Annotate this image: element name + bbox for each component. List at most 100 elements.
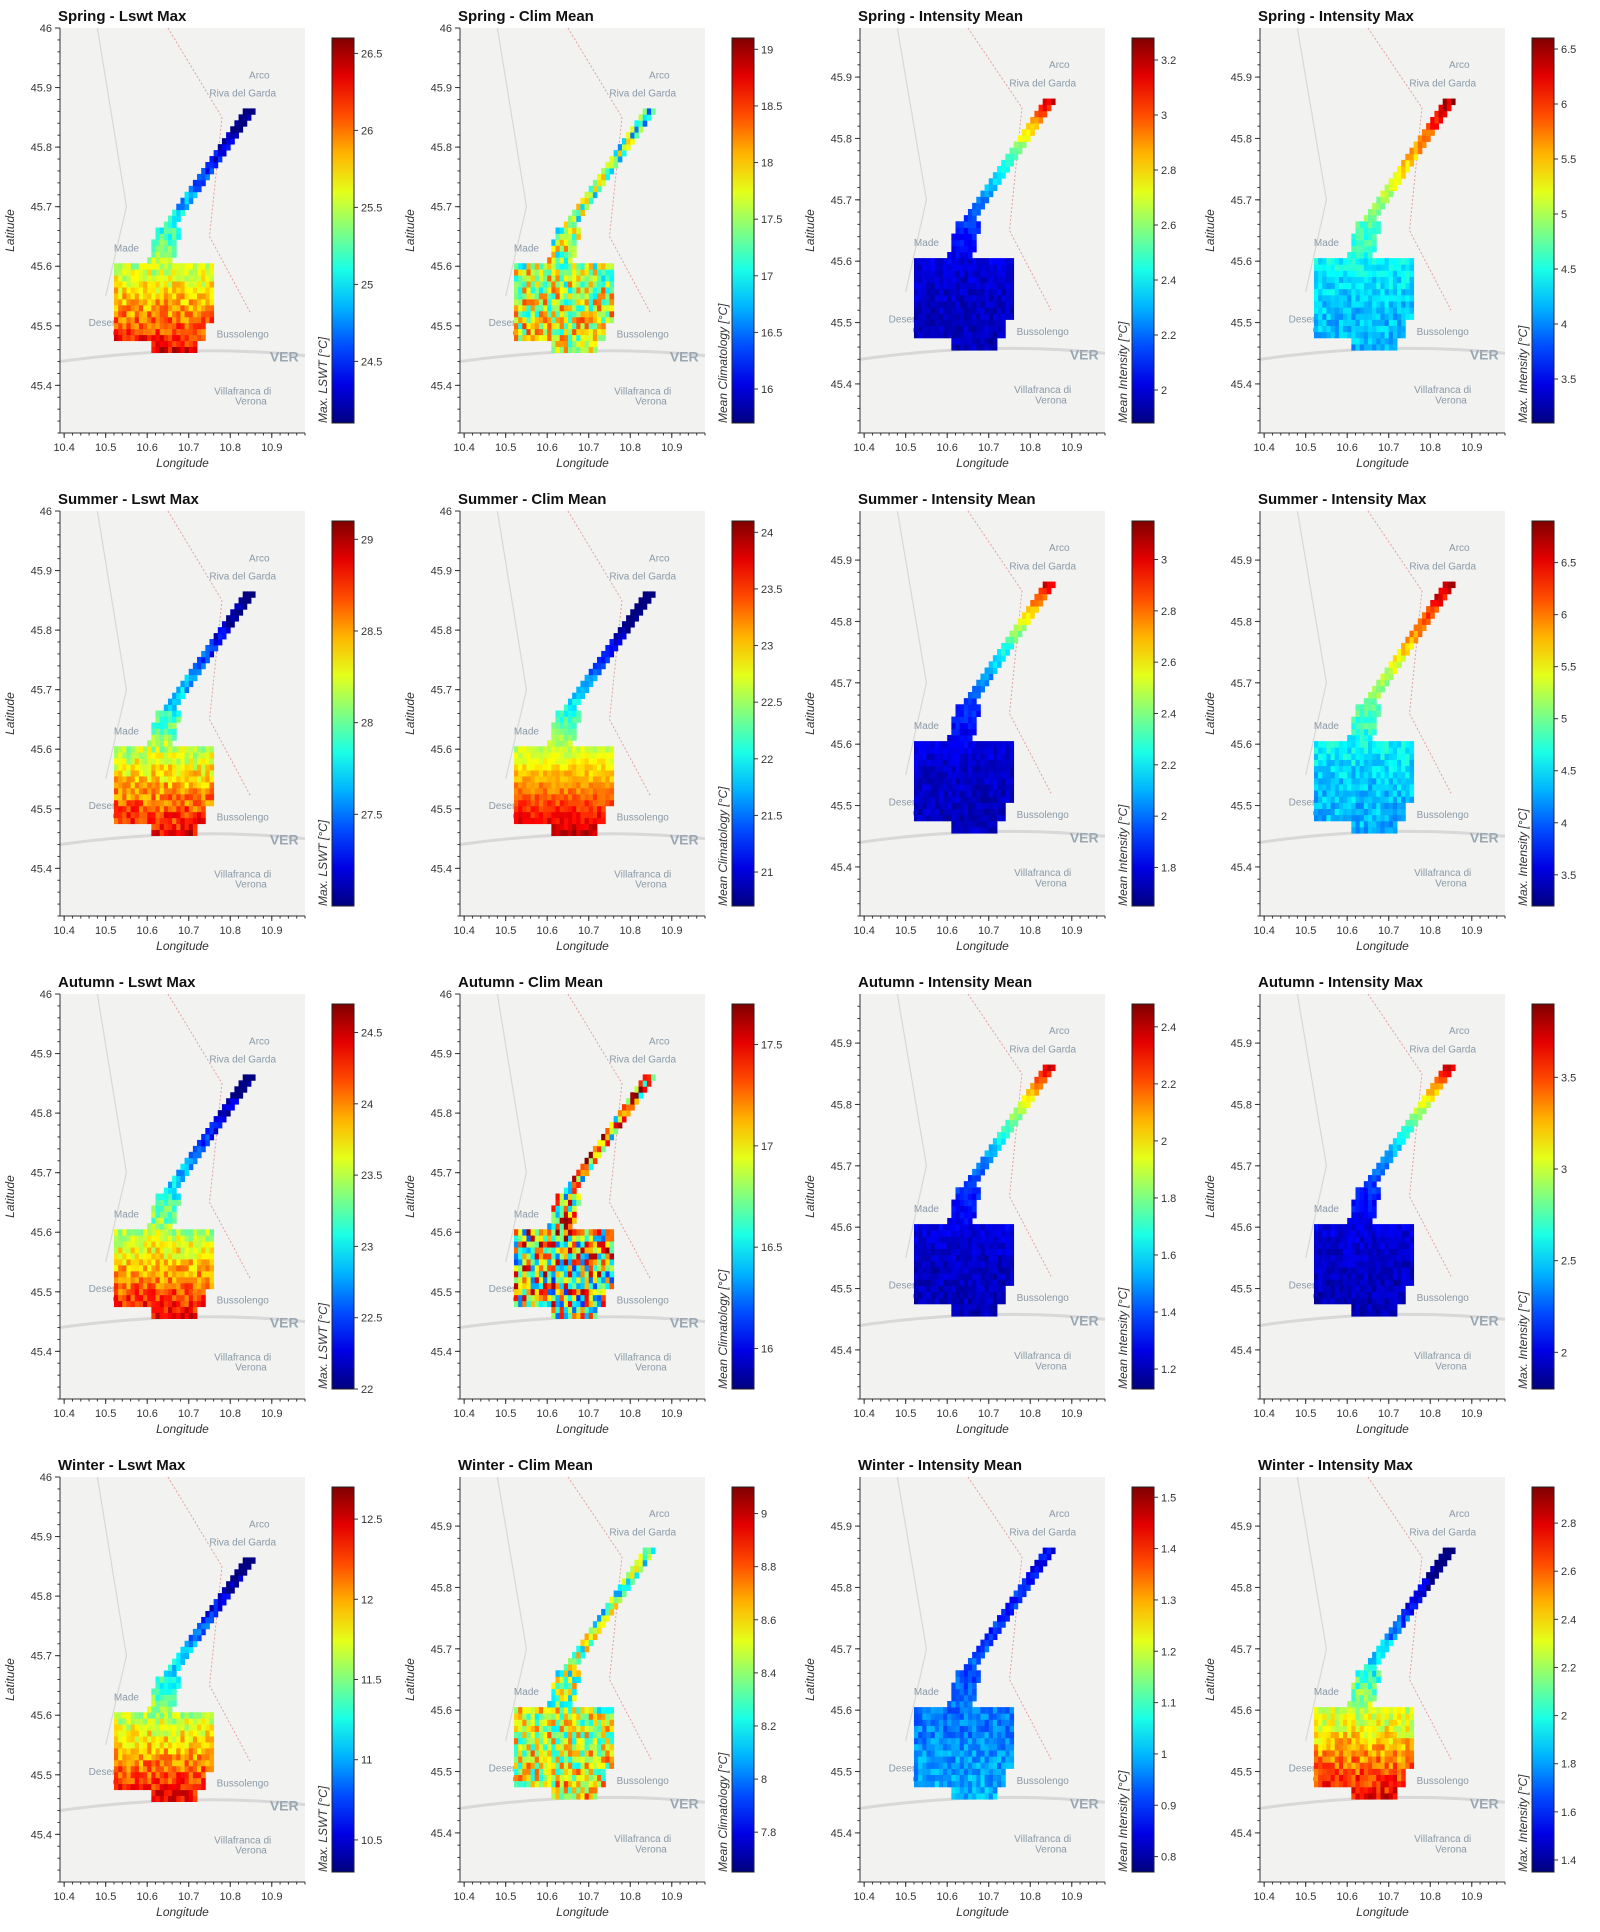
heatmap-cell <box>959 753 965 760</box>
heatmap-cell <box>172 799 177 807</box>
heatmap-cell <box>555 722 561 729</box>
heatmap-cell <box>184 191 190 199</box>
heatmap-cell <box>138 752 144 759</box>
heatmap-cell <box>217 1116 223 1123</box>
heatmap-cell <box>113 752 119 759</box>
heatmap-cell <box>609 263 615 270</box>
y-tick-label: 46 <box>440 506 452 518</box>
heatmap-cell <box>180 746 185 753</box>
heatmap-cell <box>513 752 519 759</box>
heatmap-cell <box>138 781 144 789</box>
map-label-ver: VER <box>1470 829 1499 845</box>
heatmap-cell <box>163 764 169 771</box>
heatmap-cell <box>184 1300 190 1308</box>
heatmap-cell <box>197 1270 202 1278</box>
heatmap-cell <box>221 633 227 640</box>
y-axis-label: Latitude <box>803 692 817 735</box>
heatmap-cell <box>134 787 140 795</box>
heatmap-cell <box>192 340 198 348</box>
heatmap-cell <box>1313 288 1319 296</box>
heatmap-cell <box>567 328 573 336</box>
heatmap-cell <box>959 337 965 345</box>
heatmap-cell <box>1343 814 1348 822</box>
x-tick-label: 10.5 <box>895 442 916 454</box>
heatmap-cell <box>605 764 610 771</box>
colorbar-tick-label: 6.5 <box>1561 558 1576 570</box>
heatmap-cell <box>159 322 165 330</box>
heatmap-cell <box>151 1205 156 1212</box>
heatmap-cell <box>547 811 552 819</box>
heatmap-cell <box>1363 301 1369 308</box>
heatmap-cell <box>1367 734 1373 742</box>
heatmap-cell <box>543 263 548 270</box>
heatmap-cell <box>955 288 961 296</box>
heatmap-cell <box>130 1253 136 1260</box>
heatmap-cell <box>172 239 177 246</box>
heatmap-cell <box>1434 606 1439 613</box>
colorbar-tick-label: 17.5 <box>761 214 782 226</box>
heatmap-cell <box>951 245 956 253</box>
heatmap-cell <box>522 764 527 771</box>
heatmap-cell <box>126 304 131 312</box>
heatmap-cell <box>1372 313 1377 320</box>
heatmap-cell <box>1372 716 1377 724</box>
heatmap-cell <box>563 722 569 729</box>
heatmap-cell <box>959 221 965 228</box>
heatmap-cell <box>176 1247 181 1254</box>
heatmap-cell <box>176 1199 181 1206</box>
heatmap-cell <box>992 820 998 828</box>
heatmap-cell <box>118 811 123 819</box>
heatmap-cell <box>201 298 206 306</box>
colorbar-tick-label: 3.2 <box>1161 55 1176 67</box>
heatmap-cell <box>176 776 181 783</box>
heatmap-cell <box>934 313 940 320</box>
heatmap-cell <box>526 1300 531 1308</box>
heatmap-cell <box>972 239 977 247</box>
heatmap-cell <box>197 668 202 676</box>
heatmap-cell <box>513 298 519 306</box>
heatmap-cell <box>201 1133 206 1141</box>
heatmap-cell <box>130 793 136 801</box>
heatmap-cell <box>638 126 644 133</box>
heatmap-cell <box>155 1193 161 1200</box>
heatmap-cell <box>1326 294 1331 302</box>
heatmap-cell <box>551 770 556 777</box>
heatmap-cell <box>955 784 961 791</box>
heatmap-cell <box>213 1122 219 1129</box>
heatmap-cell <box>197 1235 202 1242</box>
heatmap-cell <box>534 805 540 813</box>
heatmap-cell <box>918 814 923 822</box>
heatmap-cell <box>163 1187 169 1194</box>
heatmap-cell <box>1380 741 1385 748</box>
heatmap-cell <box>913 307 919 314</box>
y-tick-label: 45.4 <box>831 379 852 391</box>
heatmap-cell <box>1376 319 1381 327</box>
heatmap-cell <box>1330 331 1336 339</box>
heatmap-cell <box>188 287 194 294</box>
heatmap-cell <box>163 1270 169 1278</box>
heatmap-cell <box>180 692 185 700</box>
heatmap-cell <box>1326 771 1331 779</box>
y-tick-label: 45.7 <box>431 202 452 214</box>
heatmap-cell <box>201 293 206 300</box>
heatmap-cell <box>197 746 202 753</box>
heatmap-cell <box>963 307 969 314</box>
heatmap-cell <box>609 793 615 801</box>
heatmap-cell <box>563 239 569 246</box>
heatmap-cell <box>984 741 990 748</box>
heatmap-cell <box>530 293 536 300</box>
heatmap-cell <box>126 1276 131 1284</box>
x-tick-label: 10.6 <box>136 442 157 454</box>
heatmap-cell <box>1409 753 1415 760</box>
heatmap-cell <box>197 1229 202 1236</box>
heatmap-cell <box>1388 827 1394 834</box>
heatmap-cell <box>205 1139 210 1147</box>
heatmap-cell <box>955 704 961 711</box>
heatmap-cell <box>1363 307 1369 314</box>
heatmap-cell <box>955 221 961 228</box>
heatmap-cell <box>1434 123 1439 130</box>
heatmap-cell <box>943 307 948 314</box>
heatmap-cell <box>980 759 985 767</box>
heatmap-cell <box>230 1104 235 1111</box>
heatmap-cell <box>580 1306 585 1314</box>
